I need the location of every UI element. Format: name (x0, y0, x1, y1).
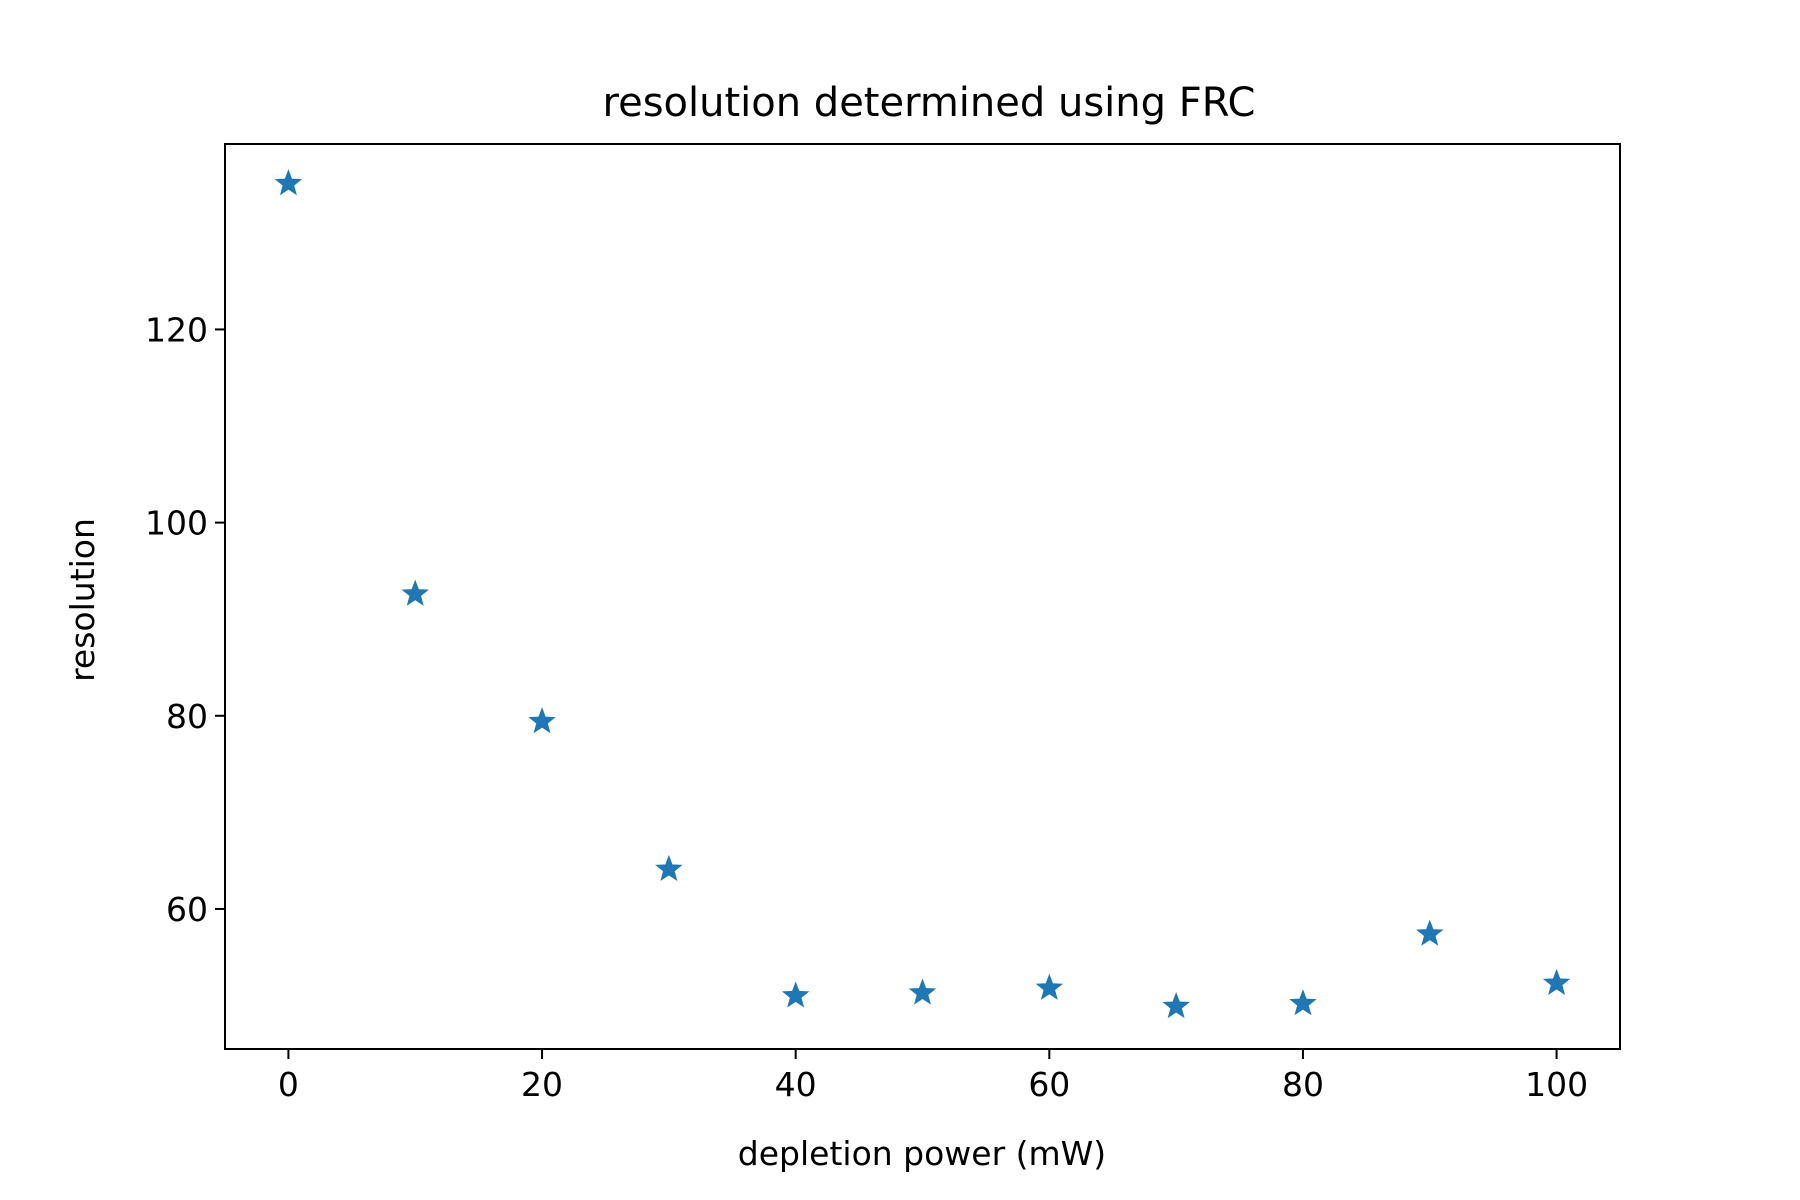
data-point (655, 854, 683, 882)
data-point (1035, 973, 1064, 1000)
y-axis-ticks: 60 80 100 120 (145, 310, 225, 929)
data-point (1416, 919, 1444, 946)
data-point (401, 579, 429, 606)
data-point (274, 169, 303, 196)
x-tick-label: 20 (521, 1065, 563, 1104)
y-tick-label: 80 (166, 697, 208, 736)
data-point (1289, 989, 1317, 1016)
y-tick-label: 120 (145, 310, 208, 349)
chart-title: resolution determined using FRC (603, 80, 1256, 126)
data-points (274, 169, 1571, 1019)
data-point (528, 707, 556, 734)
data-point (781, 981, 810, 1008)
data-point (1542, 968, 1571, 995)
x-tick-label: 60 (1028, 1065, 1070, 1104)
data-point (1162, 992, 1190, 1019)
x-tick-label: 0 (278, 1065, 299, 1104)
x-tick-label: 100 (1525, 1065, 1588, 1104)
y-tick-label: 100 (145, 504, 208, 543)
x-axis-ticks: 0 20 40 60 80 100 (278, 1049, 1588, 1104)
x-tick-label: 40 (775, 1065, 817, 1104)
data-point (908, 978, 937, 1005)
x-tick-label: 80 (1282, 1065, 1324, 1104)
y-tick-label: 60 (166, 890, 208, 929)
x-axis-label: depletion power (mW) (738, 1134, 1106, 1173)
y-axis-label: resolution (63, 518, 102, 682)
plot-frame (224, 143, 1621, 1050)
